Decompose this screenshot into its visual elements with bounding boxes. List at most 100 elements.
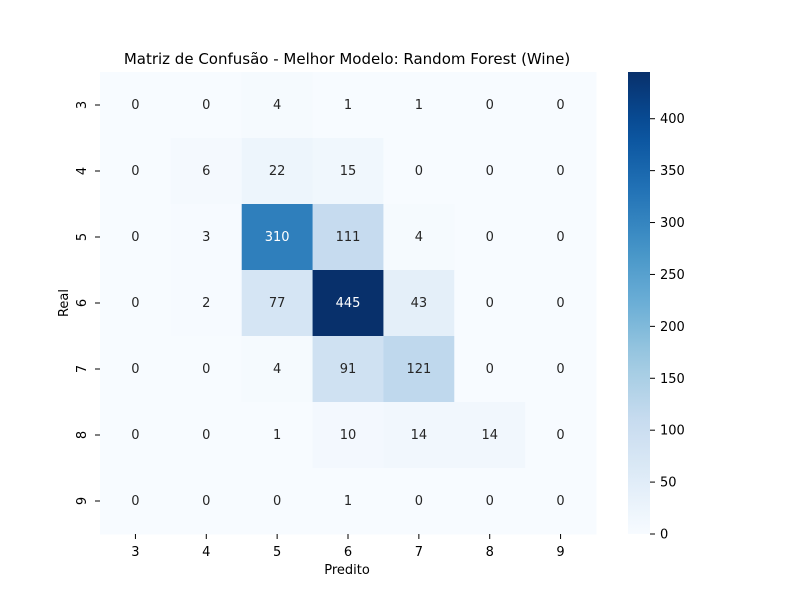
heatmap-cells [100,72,597,535]
cell-label-r2-c5: 0 [486,230,494,245]
heatmap-cell-r1-c2 [241,138,314,205]
heatmap-cell-r2-c5 [454,204,526,271]
cell-label-r0-c0: 0 [131,98,139,113]
cell-label-r5-c0: 0 [131,428,139,443]
colorbar-tick-label-150: 150 [660,372,685,387]
heatmap-cell-r3-c0 [100,270,172,337]
colorbar-tick-label-50: 50 [660,476,677,491]
cell-label-r0-c2: 4 [273,98,281,113]
heatmap-cell-r4-c0 [100,336,172,403]
y-tick-label-7: 7 [75,365,90,373]
cell-label-r3-c3: 445 [336,296,361,311]
cell-label-r0-c5: 0 [486,98,494,113]
x-tick-label-6: 6 [344,545,352,560]
heatmap-cell-r3-c4 [383,270,455,337]
cell-label-r0-c1: 0 [202,98,210,113]
y-tick-label-8: 8 [75,431,90,439]
cell-label-r5-c1: 0 [202,428,210,443]
cell-label-r5-c6: 0 [556,428,564,443]
heatmap-cell-r4-c6 [525,336,597,403]
heatmap-cell-r4-c5 [454,336,526,403]
heatmap-cell-r5-c4 [383,402,455,469]
cell-label-r6-c3: 1 [344,494,352,509]
heatmap-cell-r1-c4 [383,138,455,205]
heatmap-cell-r6-c5 [454,468,526,535]
heatmap-cell-r5-c6 [525,402,597,469]
heatmap-cell-r6-c1 [170,468,243,535]
heatmap-cell-r4-c4 [383,336,455,403]
cell-label-r3-c5: 0 [486,296,494,311]
y-tick-label-5: 5 [75,233,90,241]
heatmap-cell-r2-c4 [383,204,455,271]
colorbar-tick-label-200: 200 [660,320,685,335]
cell-label-r4-c0: 0 [131,362,139,377]
heatmap-cell-r0-c5 [454,72,526,139]
cell-label-r2-c6: 0 [556,230,564,245]
cell-label-r3-c4: 43 [411,296,428,311]
heatmap-cell-r5-c5 [454,402,526,469]
heatmap-cell-r3-c2 [241,270,314,337]
x-tick-label-4: 4 [202,545,210,560]
heatmap-cell-r2-c3 [312,204,384,271]
cell-label-r6-c0: 0 [131,494,139,509]
cell-label-r6-c2: 0 [273,494,281,509]
heatmap-cell-r6-c2 [241,468,314,535]
cell-label-r4-c2: 4 [273,362,281,377]
cell-label-r5-c3: 10 [340,428,357,443]
cell-label-r3-c2: 77 [269,296,286,311]
heatmap-cell-r6-c4 [383,468,455,535]
cell-label-r3-c6: 0 [556,296,564,311]
cell-label-r3-c0: 0 [131,296,139,311]
cell-label-r0-c6: 0 [556,98,564,113]
heatmap-cell-r6-c3 [312,468,384,535]
cell-label-r6-c5: 0 [486,494,494,509]
cell-label-r1-c5: 0 [486,164,494,179]
y-tick-label-3: 3 [75,101,90,109]
colorbar-tick-label-400: 400 [660,112,685,127]
heatmap-cell-r3-c1 [170,270,243,337]
cell-label-r1-c1: 6 [202,164,210,179]
x-tick-label-8: 8 [486,545,494,560]
colorbar-tick-label-350: 350 [660,164,685,179]
heatmap-cell-r3-c5 [454,270,526,337]
heatmap-cell-r1-c0 [100,138,172,205]
heatmap-cell-r6-c6 [525,468,597,535]
y-tick-label-4: 4 [75,167,90,175]
cell-label-r2-c4: 4 [415,230,423,245]
y-axis-label: Real [57,289,72,317]
heatmap-cell-r2-c0 [100,204,172,271]
colorbar-tick-label-100: 100 [660,424,685,439]
heatmap-cell-r5-c1 [170,402,243,469]
cell-label-r4-c3: 91 [340,362,357,377]
heatmap-cell-r2-c1 [170,204,243,271]
y-axis: 3 4 5 6 7 8 9 [75,101,100,505]
x-tick-label-3: 3 [131,545,139,560]
x-axis-label: Predito [324,563,370,578]
heatmap-cell-r5-c0 [100,402,172,469]
heatmap-cell-r0-c0 [100,72,172,139]
heatmap-cell-r1-c1 [170,138,243,205]
x-axis: 3 4 5 6 7 8 9 [131,534,565,560]
heatmap-cell-r1-c5 [454,138,526,205]
colorbar: 0 50 100 150 200 250 300 350 400 [628,72,685,543]
x-tick-label-5: 5 [273,545,281,560]
cell-label-r4-c4: 121 [406,362,431,377]
heatmap-cell-r2-c2 [241,204,314,271]
cell-label-r2-c1: 3 [202,230,210,245]
colorbar-tick-label-0: 0 [660,528,668,543]
heatmap-cell-r0-c4 [383,72,455,139]
heatmap-cell-r4-c3 [312,336,384,403]
y-tick-label-6: 6 [75,299,90,307]
heatmap-cell-r1-c6 [525,138,597,205]
heatmap-cell-r3-c6 [525,270,597,337]
cell-label-r5-c4: 14 [411,428,428,443]
cell-label-r6-c1: 0 [202,494,210,509]
cell-label-r1-c2: 22 [269,164,286,179]
heatmap-cell-labels: 0 0 4 1 1 0 00 6 22 15 0 0 00 3 310 111 4 0 00 2 77 445 43 0 00 0… [131,98,564,509]
colorbar-tick-label-250: 250 [660,268,685,283]
colorbar-tick-label-300: 300 [660,216,685,231]
cell-label-r0-c4: 1 [415,98,423,113]
x-tick-label-9: 9 [556,545,564,560]
cell-label-r1-c0: 0 [131,164,139,179]
